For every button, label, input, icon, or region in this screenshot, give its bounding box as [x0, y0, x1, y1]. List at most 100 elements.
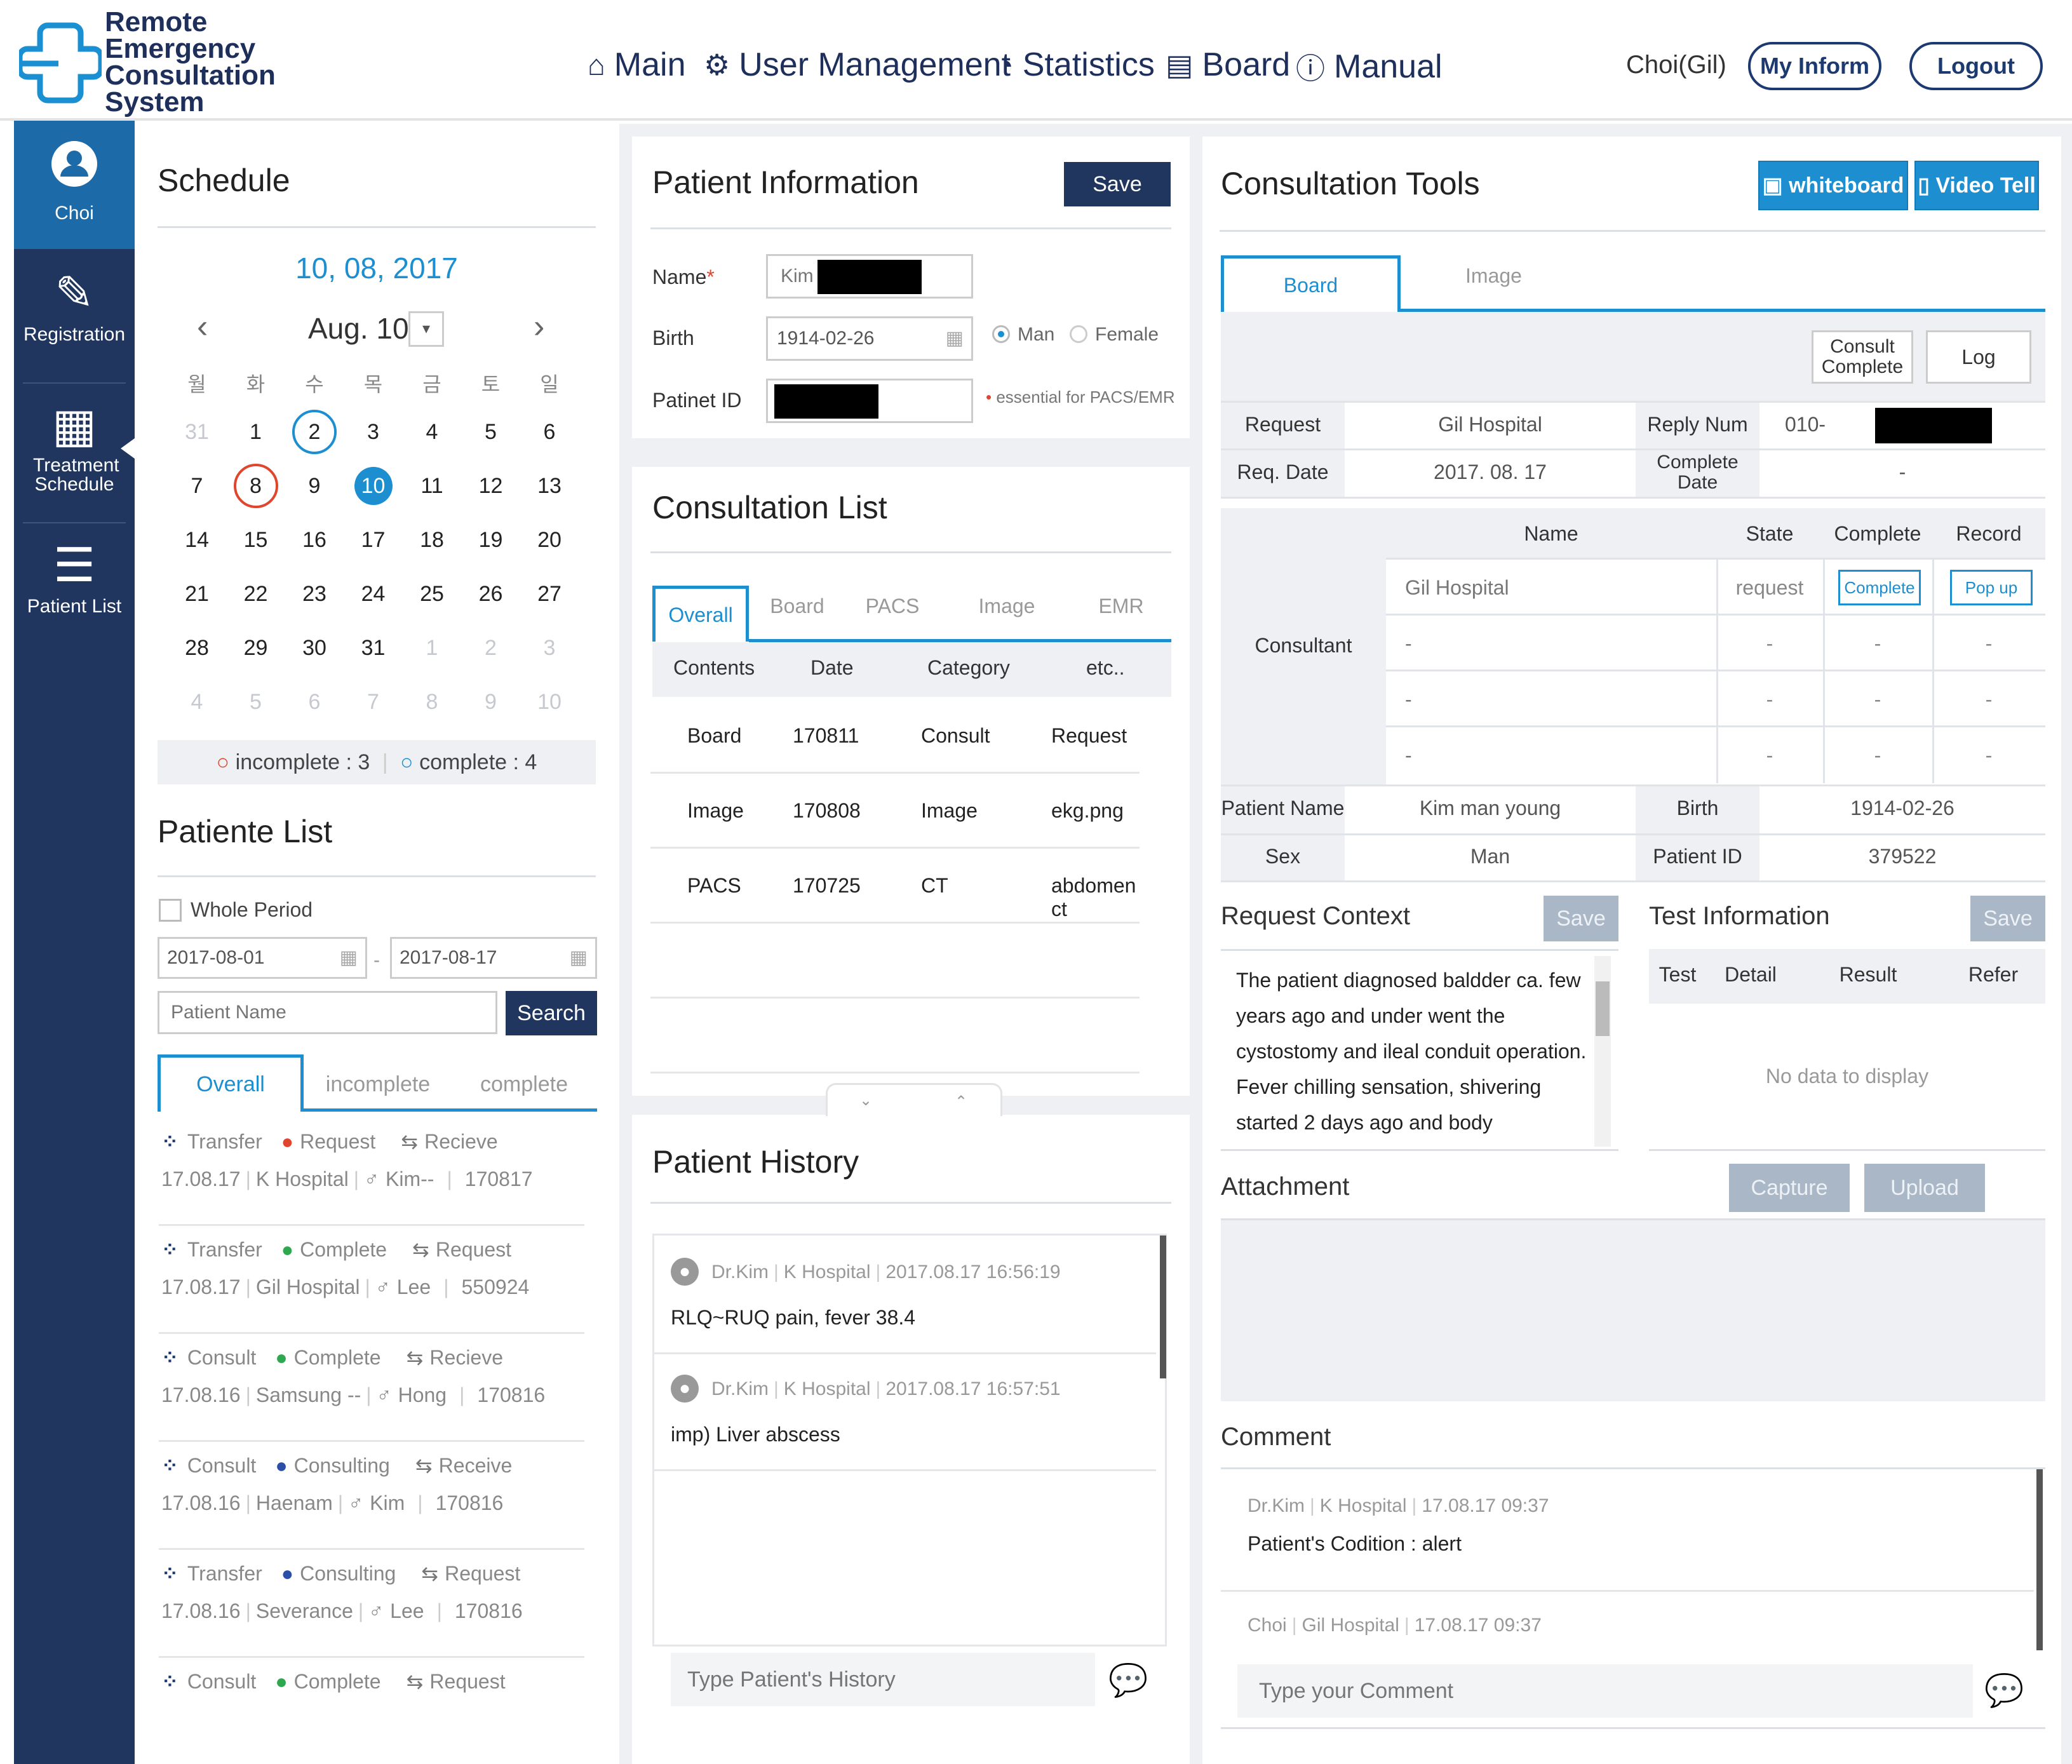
- patient-list-item[interactable]: ⁘ Consult ● Consulting ⇆ Receive 17.08.16 | Haen…: [159, 1443, 584, 1550]
- calendar-day[interactable]: 15: [243, 528, 268, 552]
- patient-list-item[interactable]: ⁘ Transfer ● Complete ⇆ Request 17.08.17 | Gil H…: [159, 1227, 584, 1334]
- calendar-day[interactable]: 4: [191, 690, 203, 714]
- tab-emr[interactable]: EMR: [1098, 595, 1144, 617]
- calendar-day[interactable]: 28: [185, 636, 209, 660]
- chevron-up-icon[interactable]: ⌃: [955, 1093, 968, 1110]
- attachment-area[interactable]: [1221, 1218, 2045, 1401]
- whiteboard-button[interactable]: ▣ whiteboard: [1758, 161, 1908, 210]
- calendar-day[interactable]: 10: [537, 690, 562, 714]
- calendar-day[interactable]: 17: [361, 528, 386, 552]
- calendar-day[interactable]: 6: [543, 420, 556, 444]
- popup-button[interactable]: Pop up: [1950, 570, 2033, 605]
- panel-splitter-handle[interactable]: ⌄ ⌃: [826, 1083, 1002, 1116]
- calendar-day[interactable]: 26: [478, 582, 503, 606]
- calendar-day[interactable]: 25: [420, 582, 444, 606]
- calendar-day[interactable]: 20: [537, 528, 562, 552]
- calendar-day[interactable]: 6: [308, 690, 321, 714]
- sidebar-item-treatment-schedule[interactable]: ▦ Treatment Schedule: [14, 400, 135, 494]
- calendar-day[interactable]: 7: [367, 690, 379, 714]
- capture-button[interactable]: Capture: [1729, 1164, 1850, 1212]
- gender-man-radio[interactable]: [992, 325, 1010, 343]
- calendar-day[interactable]: 31: [185, 420, 209, 444]
- tab-overall[interactable]: Overall: [158, 1054, 304, 1112]
- nav-manual[interactable]: ⓘ Manual: [1296, 46, 1443, 88]
- tab-incomplete[interactable]: incomplete: [325, 1072, 431, 1096]
- calendar-icon[interactable]: ▦: [569, 947, 588, 968]
- complete-button[interactable]: Complete: [1838, 570, 1921, 605]
- send-chat-icon[interactable]: 💬: [1108, 1662, 1148, 1698]
- month-dropdown[interactable]: ▾: [408, 311, 444, 347]
- calendar-day[interactable]: 5: [485, 420, 497, 444]
- calendar-day[interactable]: 23: [302, 582, 326, 606]
- calendar-day[interactable]: 12: [478, 474, 503, 498]
- calendar-day[interactable]: 13: [537, 474, 562, 498]
- tab-overall[interactable]: Overall: [652, 586, 749, 642]
- history-input[interactable]: [671, 1653, 1095, 1706]
- calendar-day[interactable]: 27: [537, 582, 562, 606]
- gender-female-radio[interactable]: [1070, 325, 1087, 343]
- request-context-text[interactable]: The patient diagnosed baldder ca. few ye…: [1221, 949, 1618, 1151]
- name-input[interactable]: Kim: [766, 254, 973, 299]
- calendar-day[interactable]: 3: [367, 420, 379, 444]
- nav-statistics[interactable]: ◔ Statistics: [996, 46, 1155, 84]
- patient-info-save-button[interactable]: Save: [1064, 162, 1171, 206]
- calendar-icon[interactable]: ▦: [339, 947, 358, 968]
- patient-id-input[interactable]: [766, 379, 973, 423]
- context-scrollbar[interactable]: [1594, 956, 1611, 1147]
- next-month-button[interactable]: ›: [534, 308, 545, 345]
- tab-complete[interactable]: complete: [480, 1072, 568, 1096]
- calendar-day[interactable]: 16: [302, 528, 326, 552]
- whole-period-checkbox[interactable]: [159, 899, 182, 922]
- tab-image[interactable]: Image: [978, 595, 1035, 617]
- my-inform-button[interactable]: My Inform: [1748, 42, 1881, 90]
- log-button[interactable]: Log: [1926, 330, 2031, 384]
- calendar-day[interactable]: 21: [185, 582, 209, 606]
- calendar-icon[interactable]: ▦: [945, 328, 964, 349]
- patient-name-input[interactable]: [158, 991, 497, 1034]
- calendar-day[interactable]: 7: [191, 474, 203, 498]
- test-info-save-button[interactable]: Save: [1970, 896, 2045, 941]
- calendar-day[interactable]: 8: [426, 690, 438, 714]
- patient-list-item[interactable]: ⁘ Transfer ● Request ⇆ Recieve 17.08.17 | K Hosp…: [159, 1119, 584, 1226]
- calendar-day[interactable]: 19: [478, 528, 503, 552]
- nav-main[interactable]: ⌂ Main: [588, 46, 686, 84]
- date-from-input[interactable]: 2017-08-01 ▦: [158, 937, 367, 979]
- table-row[interactable]: Board 170811 Consult Request: [650, 699, 1140, 774]
- patient-list-item[interactable]: ⁘ Consult ● Complete ⇆ Recieve 17.08.16 | Samsun…: [159, 1335, 584, 1442]
- search-button[interactable]: Search: [506, 991, 597, 1035]
- calendar-day[interactable]: 9: [485, 690, 497, 714]
- table-row[interactable]: PACS 170725 CT abdomen ct: [650, 849, 1140, 924]
- table-row[interactable]: Image 170808 Image ekg.png: [650, 774, 1140, 849]
- calendar-day[interactable]: 14: [185, 528, 209, 552]
- patient-list-item[interactable]: ⁘Consult●Complete⇆Request17.08.16|Petima…: [159, 1659, 584, 1710]
- calendar-day[interactable]: 30: [302, 636, 326, 660]
- calendar-day[interactable]: 5: [250, 690, 262, 714]
- birth-input[interactable]: 1914-02-26 ▦: [766, 316, 973, 361]
- calendar-day[interactable]: 2: [485, 636, 497, 660]
- calendar-day[interactable]: 8: [233, 464, 278, 508]
- comment-scrollbar[interactable]: [2036, 1469, 2043, 1650]
- tab-pacs[interactable]: PACS: [865, 595, 920, 617]
- calendar-day[interactable]: 4: [426, 420, 438, 444]
- calendar-day[interactable]: 1: [426, 636, 438, 660]
- calendar-day[interactable]: 29: [243, 636, 268, 660]
- logout-button[interactable]: Logout: [1909, 42, 2043, 90]
- calendar-day[interactable]: 9: [308, 474, 321, 498]
- calendar-day[interactable]: 10: [354, 467, 393, 505]
- calendar-day[interactable]: 24: [361, 582, 386, 606]
- tab-board[interactable]: Board: [770, 595, 824, 617]
- tab-board[interactable]: Board: [1221, 255, 1401, 313]
- nav-user-management[interactable]: ⚙ User Management: [704, 46, 1011, 84]
- sidebar-item-registration[interactable]: ✎ Registration: [14, 268, 135, 346]
- prev-month-button[interactable]: ‹: [197, 308, 208, 345]
- sidebar-item-profile[interactable]: Choi: [14, 121, 135, 249]
- history-scrollbar[interactable]: [1160, 1235, 1166, 1378]
- tab-image[interactable]: Image: [1465, 264, 1522, 287]
- send-chat-icon[interactable]: 💬: [1984, 1673, 2024, 1708]
- calendar-day[interactable]: 31: [361, 636, 386, 660]
- nav-board[interactable]: ▤ Board: [1166, 46, 1290, 84]
- calendar-day[interactable]: 11: [420, 474, 443, 498]
- chevron-down-icon[interactable]: ⌄: [859, 1092, 873, 1109]
- calendar-day[interactable]: 1: [250, 420, 262, 444]
- date-to-input[interactable]: 2017-08-17 ▦: [390, 937, 597, 979]
